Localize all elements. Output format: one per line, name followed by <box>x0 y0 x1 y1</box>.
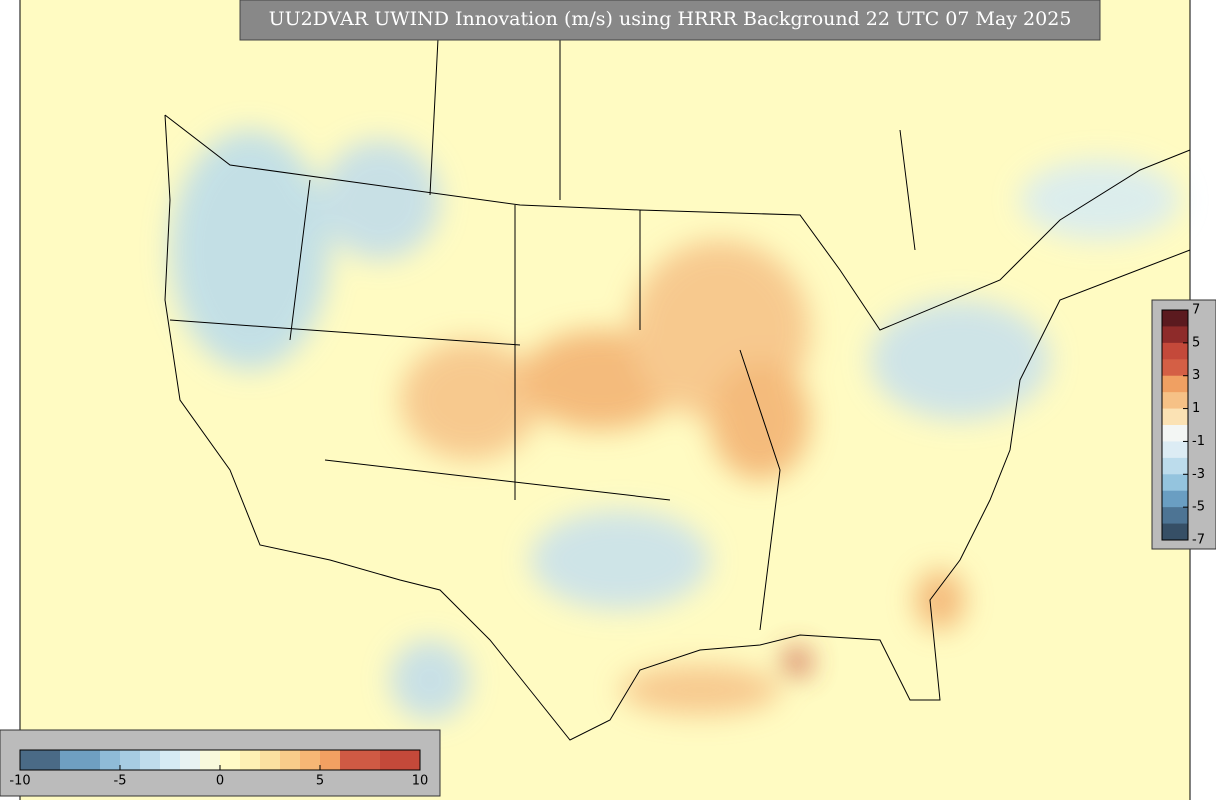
colorbar-band <box>320 750 341 770</box>
colorbar-band <box>1162 457 1188 475</box>
colorbar-tick-label: 5 <box>1192 335 1200 350</box>
colorbar-band <box>1162 441 1188 459</box>
colorbar-band <box>220 750 241 770</box>
colorbar-band <box>60 750 81 770</box>
colorbar-band <box>1162 392 1188 410</box>
colorbar-tick-label: 1 <box>1192 401 1200 416</box>
colorbar-band <box>1162 310 1188 327</box>
colorbar-tick-label: -7 <box>1192 533 1205 548</box>
colorbar-band <box>1162 474 1188 492</box>
colorbar-tick-label: -1 <box>1192 434 1205 449</box>
boundaries <box>164 0 1191 741</box>
colorbar-band <box>1162 490 1188 508</box>
colorbar-band <box>140 750 161 770</box>
colorbar-band <box>80 750 101 770</box>
colorbar-frame <box>1161 309 1189 541</box>
colorbar-band <box>1162 408 1188 426</box>
colorbar-band <box>40 750 61 770</box>
colorbar-band <box>1162 342 1188 360</box>
colorbar-band <box>400 750 421 770</box>
colorbar-band <box>260 750 281 770</box>
colorbar-band <box>160 750 181 770</box>
colorbar-tick-label: -5 <box>114 774 127 789</box>
colorbar-band <box>200 750 221 770</box>
colorbar-band <box>20 750 41 770</box>
colorbar-tick-label: -3 <box>1192 467 1205 482</box>
colorbar-band <box>240 750 261 770</box>
innovation-field <box>170 130 1180 720</box>
colorbar-band <box>380 750 401 770</box>
colorbar-tick-label: 7 <box>1192 303 1200 318</box>
colorbar-band <box>120 750 141 770</box>
colorbar-band <box>1162 375 1188 393</box>
colorbar-band <box>180 750 201 770</box>
colorbar-tick-label: 3 <box>1192 368 1200 383</box>
colorbar-tick-label: 5 <box>316 774 324 789</box>
colorbar-band <box>360 750 381 770</box>
colorbar-band <box>1162 359 1188 377</box>
colorbar-band <box>1162 425 1188 442</box>
title-box <box>239 0 1101 41</box>
colorbar-tick-label: 0 <box>216 774 224 789</box>
colorbar-band <box>100 750 121 770</box>
colorbar-tick-label: -10 <box>9 774 30 789</box>
colorbar-band <box>300 750 321 770</box>
colorbar-band <box>1162 523 1188 541</box>
colorbar-band <box>1162 326 1188 344</box>
colorbar-tick-label: 10 <box>412 774 429 789</box>
colorbar-band <box>280 750 301 770</box>
map-title: UU2DVAR UWIND Innovation (m/s) using HRR… <box>269 8 1072 30</box>
colorbar-tick-label: -5 <box>1192 500 1205 515</box>
colorbar-band <box>1162 507 1188 525</box>
colorbar-band <box>340 750 361 770</box>
